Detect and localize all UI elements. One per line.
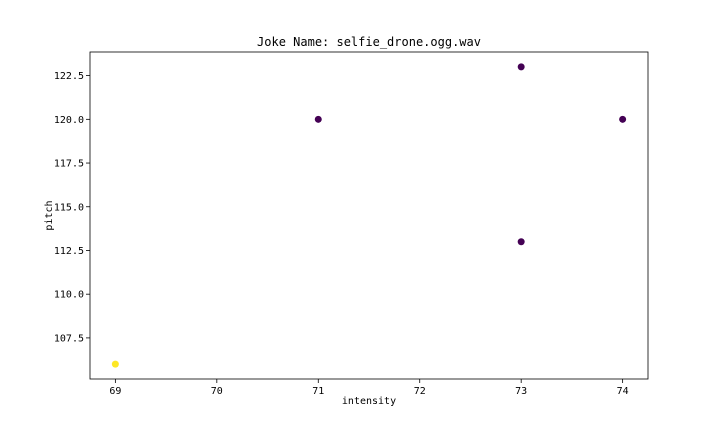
y-tick-label: 107.5 (54, 333, 84, 344)
y-tick-label: 122.5 (54, 71, 84, 82)
data-point (619, 115, 627, 123)
y-tick-label: 110.0 (54, 290, 84, 301)
axis-ticks: 69 70 71 72 73 74 107.5 110.0 112.5 115.0 117.5 120… (54, 71, 629, 397)
x-tick-label: 69 (109, 386, 121, 397)
x-tick-label: 71 (312, 386, 324, 397)
y-tick-label: 112.5 (54, 246, 84, 257)
data-points (111, 63, 627, 368)
x-axis-label: intensity (342, 396, 396, 407)
data-point (517, 238, 525, 246)
y-axis-label: pitch (44, 200, 55, 230)
data-point (314, 115, 322, 123)
data-point (111, 360, 119, 368)
y-tick-label: 115.0 (54, 202, 84, 213)
y-tick-label: 117.5 (54, 159, 84, 170)
x-tick-label: 70 (211, 386, 223, 397)
x-tick-label: 72 (414, 386, 426, 397)
x-tick-label: 73 (515, 386, 527, 397)
y-tick-label: 120.0 (54, 115, 84, 126)
data-point (517, 63, 525, 71)
plot-frame (89, 51, 649, 380)
x-tick-label: 74 (617, 386, 629, 397)
chart-title: Joke Name: selfie_drone.ogg.wav (257, 35, 481, 49)
